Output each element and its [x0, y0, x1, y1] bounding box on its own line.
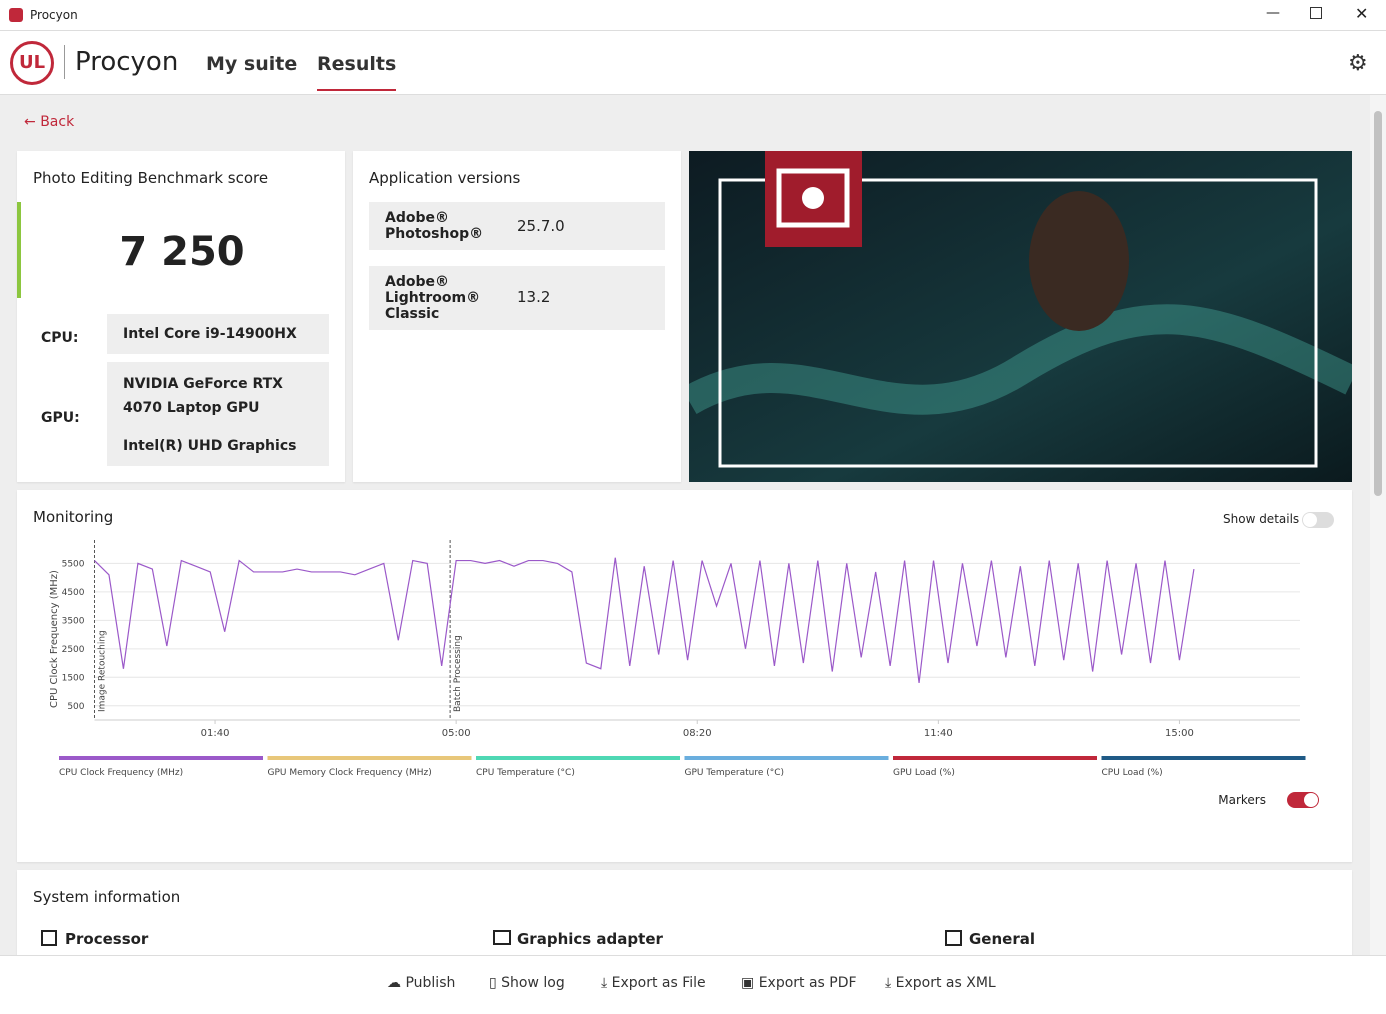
x-tick-label: 08:20	[683, 728, 712, 739]
app-name: Adobe® Photoshop®	[385, 210, 484, 242]
card-title: System information	[33, 888, 181, 906]
divider	[64, 45, 65, 79]
logo: UL	[10, 41, 54, 85]
y-tick-label: 5500	[62, 559, 85, 569]
x-tick-label: 15:00	[1165, 728, 1194, 739]
legend-label: GPU Load (%)	[893, 768, 955, 778]
back-link[interactable]: ← Back	[24, 114, 75, 130]
legend-swatch	[1101, 756, 1306, 760]
marker-label: Image Retouching	[98, 630, 108, 712]
close[interactable]: ✕	[1355, 4, 1369, 23]
maximize[interactable]	[1310, 7, 1322, 19]
app-name: Adobe® Lightroom® Classic	[385, 274, 481, 322]
app-version: 25.7.0	[517, 217, 565, 235]
button-label[interactable]: Publish	[405, 975, 456, 991]
x-tick-label: 11:40	[924, 728, 953, 739]
button-label[interactable]: Export as File	[611, 975, 706, 991]
button-label[interactable]: Export as XML	[895, 975, 996, 991]
data-line	[94, 557, 1195, 684]
score-card: Photo Editing Benchmark score 7 250 CPU:…	[17, 151, 345, 482]
toggle-knob	[1304, 793, 1318, 807]
y-tick-label: 500	[67, 702, 84, 712]
x-tick-label: 01:40	[201, 728, 230, 739]
banner-image	[689, 151, 1352, 482]
show-details-toggle[interactable]	[1302, 512, 1334, 528]
show-log-button[interactable]: ▯ Show log	[489, 975, 565, 991]
system-card: System information Processor Graphics ad…	[17, 870, 1352, 970]
version-row: Adobe® Photoshop® 25.7.0	[369, 202, 665, 250]
legend-label: GPU Temperature (°C)	[685, 768, 785, 778]
back-text[interactable]: Back	[40, 114, 75, 130]
monitoring-card: Monitoring Show details 500 1500 2500 3500 4…	[17, 490, 1352, 862]
section: Processor	[65, 930, 149, 948]
tab-active[interactable]: Results	[317, 53, 397, 91]
legend-swatch	[59, 756, 263, 760]
app-icon	[9, 8, 23, 22]
legend-label: CPU Clock Frequency (MHz)	[59, 768, 183, 778]
brand: Procyon	[75, 47, 179, 77]
legend-label: CPU Load (%)	[1102, 768, 1163, 778]
gpu-label: GPU:	[41, 410, 80, 426]
marker-label: Batch Processing	[453, 635, 463, 712]
button-label[interactable]: Show log	[501, 975, 565, 991]
icon	[41, 930, 57, 946]
publish-button[interactable]: ☁ Publish	[387, 975, 456, 991]
title-bar: Procyon — ✕	[0, 0, 1386, 31]
gpu: NVIDIA GeForce RTX 4070 Laptop GPU	[123, 376, 283, 416]
settings[interactable]: ⚙	[1348, 51, 1368, 76]
y-tick-label: 2500	[62, 645, 85, 655]
monitoring-chart: 500 1500 2500 3500 4500 5500 01:40 05:00 08:20 11…	[49, 540, 1319, 808]
gpu: Intel(R) UHD Graphics	[123, 438, 297, 454]
card-title: Monitoring	[33, 508, 114, 526]
cpu-label: CPU:	[41, 330, 79, 346]
x-tick-label: 05:00	[442, 728, 471, 739]
button-label[interactable]: Export as PDF	[758, 975, 857, 991]
export-xml-button[interactable]: ⤓ Export as XML	[885, 975, 996, 991]
window-title: Procyon	[30, 8, 78, 22]
export-pdf-button[interactable]: ▣ Export as PDF	[741, 975, 857, 991]
card-title: Photo Editing Benchmark score	[33, 169, 269, 187]
legend-swatch	[476, 756, 680, 760]
legend-swatch	[893, 756, 1097, 760]
cpu-cell: Intel Core i9-14900HX	[107, 314, 329, 354]
app-version: 13.2	[517, 288, 551, 306]
toolbar	[0, 955, 1386, 1014]
section: General	[969, 930, 1035, 948]
header: UL Procyon My suite Results ⚙	[0, 31, 1386, 95]
icon	[493, 930, 511, 945]
tab[interactable]: My suite	[206, 53, 298, 75]
score: 7 250	[119, 229, 245, 275]
scrollbar[interactable]	[1370, 95, 1386, 955]
section: Graphics adapter	[517, 930, 663, 948]
y-tick-label: 1500	[62, 673, 85, 683]
scroll-thumb[interactable]	[1374, 111, 1382, 496]
versions-card: Application versions Adobe® Photoshop® 2…	[353, 151, 681, 482]
toggle-label: Show details	[1223, 512, 1300, 526]
version-row: Adobe® Lightroom® Classic 13.2	[369, 266, 665, 330]
y-tick-label: 3500	[62, 616, 85, 626]
legend-label: GPU Memory Clock Frequency (MHz)	[268, 768, 432, 778]
legend-swatch	[684, 756, 889, 760]
card-title: Application versions	[369, 169, 521, 187]
legend-label: CPU Temperature (°C)	[476, 768, 575, 778]
minimize[interactable]: —	[1266, 5, 1280, 21]
icon	[945, 930, 962, 946]
legend-swatch	[267, 756, 472, 760]
export-file-button[interactable]: ⤓ Export as File	[601, 975, 706, 991]
gpu-cell: NVIDIA GeForce RTX 4070 Laptop GPU Intel…	[107, 362, 329, 466]
accent	[17, 202, 21, 298]
y-axis-label: CPU Clock Frequency (MHz)	[49, 570, 60, 708]
cpu: Intel Core i9-14900HX	[123, 326, 297, 342]
toggle-label: Markers	[1218, 793, 1266, 807]
y-tick-label: 4500	[62, 588, 85, 598]
